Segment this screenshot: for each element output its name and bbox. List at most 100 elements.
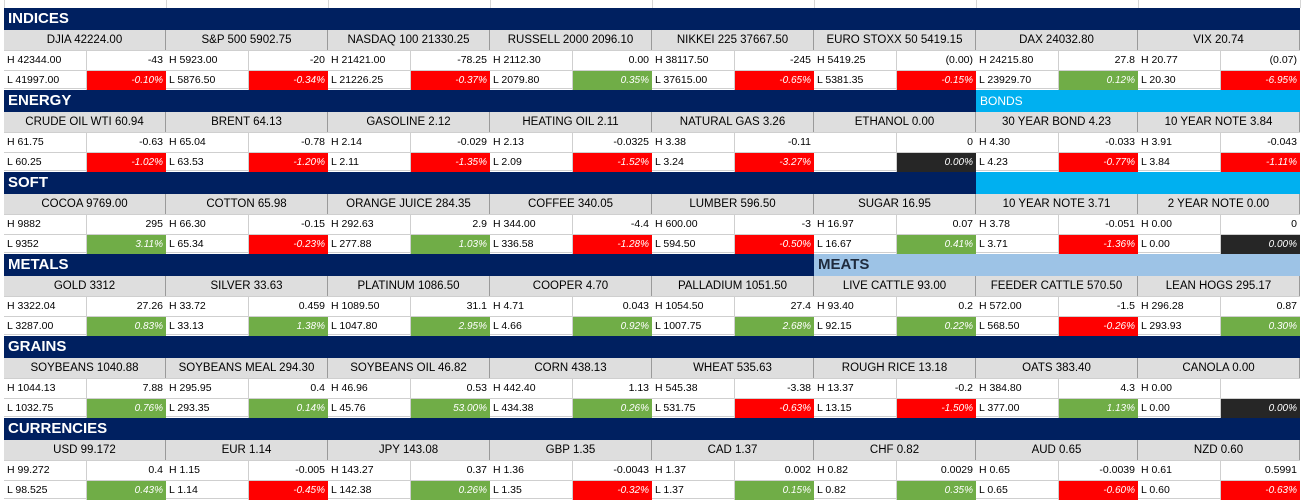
ticker-card[interactable]: OATS 383.40 H 384.80 4.3 L 377.00 1.13% xyxy=(976,358,1138,418)
ticker-card[interactable]: COTTON 65.98 H 66.30 -0.15 L 65.34 -0.23% xyxy=(166,194,328,254)
ticker-card[interactable]: CORN 438.13 H 442.40 1.13 L 434.38 0.26% xyxy=(490,358,652,418)
change-value: 0.4 xyxy=(248,379,328,398)
ticker-card[interactable]: ORANGE JUICE 284.35 H 292.63 2.9 L 277.88 1.… xyxy=(328,194,490,254)
ticker-card[interactable]: LUMBER 596.50 H 600.00 -3 L 594.50 -0.50% xyxy=(652,194,814,254)
ticker-card[interactable]: CANOLA 0.00 H 0.00 L 0.00 0.00% xyxy=(1138,358,1300,418)
ticker-card[interactable]: SUGAR 16.95 H 16.97 0.07 L 16.67 0.41% xyxy=(814,194,976,254)
section-title-soft: SOFT xyxy=(4,172,976,194)
low-value: L 41997.00 xyxy=(7,74,60,86)
ticker-card[interactable]: GBP 1.35 H 1.36 -0.0043 L 1.35 -0.32% xyxy=(490,440,652,500)
ticker-card[interactable]: GASOLINE 2.12 H 2.14 -0.029 L 2.11 -1.35% xyxy=(328,112,490,172)
ticker-card[interactable]: DAX 24032.80 H 24215.80 27.8 L 23929.70 0.12… xyxy=(976,30,1138,90)
ticker-card[interactable]: SOYBEANS MEAL 294.30 H 295.95 0.4 L 293.35 0… xyxy=(166,358,328,418)
ticker-card[interactable]: AUD 0.65 H 0.65 -0.0039 L 0.65 -0.60% xyxy=(976,440,1138,500)
ticker-card[interactable]: SOYBEANS 1040.88 H 1044.13 7.88 L 1032.75 0.… xyxy=(4,358,166,418)
percent-change-badge: 0.14% xyxy=(248,399,328,418)
ticker-card[interactable]: COCOA 9769.00 H 9882 295 L 9352 3.11% xyxy=(4,194,166,254)
high-value: H 3.38 xyxy=(655,136,686,148)
ticker-card[interactable]: SOYBEANS OIL 46.82 H 46.96 0.53 L 45.76 53.0… xyxy=(328,358,490,418)
low-row: L 1032.75 0.76% xyxy=(4,398,166,418)
high-value: H 1044.13 xyxy=(7,382,56,394)
ticker-card[interactable]: BRENT 64.13 H 65.04 -0.78 L 63.53 -1.20% xyxy=(166,112,328,172)
ticker-card[interactable]: VIX 20.74 H 20.77 (0.07) L 20.30 -6.95% xyxy=(1138,30,1300,90)
high-value: H 9882 xyxy=(7,218,41,230)
ticker-card[interactable]: PLATINUM 1086.50 H 1089.50 31.1 L 1047.80 2.… xyxy=(328,276,490,336)
low-row: L 2079.80 0.35% xyxy=(490,70,652,90)
section-title-blank xyxy=(976,172,1300,194)
ticker-row: USD 99.172 H 99.272 0.4 L 98.525 0.43% EUR 1.… xyxy=(4,440,1300,500)
percent-change-badge: -0.26% xyxy=(1058,317,1138,336)
change-value: -0.63 xyxy=(86,133,166,152)
high-row: H 1089.50 31.1 xyxy=(328,296,490,316)
low-value: L 142.38 xyxy=(331,484,372,496)
percent-change-badge: 0.00% xyxy=(896,153,976,172)
high-value: H 600.00 xyxy=(655,218,698,230)
high-row: H 5923.00 -20 xyxy=(166,50,328,70)
low-value: L 13.15 xyxy=(817,402,852,414)
ticker-card[interactable]: 30 YEAR BOND 4.23 H 4.30 -0.033 L 4.23 -0.77… xyxy=(976,112,1138,172)
high-value: H 1.15 xyxy=(169,464,200,476)
ticker-card[interactable]: 2 YEAR NOTE 0.00 H 0.00 0 L 0.00 0.00% xyxy=(1138,194,1300,254)
percent-change-badge: -0.60% xyxy=(1058,481,1138,500)
ticker-card[interactable]: USD 99.172 H 99.272 0.4 L 98.525 0.43% xyxy=(4,440,166,500)
low-value: L 0.00 xyxy=(1141,402,1170,414)
ticker-card[interactable]: NATURAL GAS 3.26 H 3.38 -0.11 L 3.24 -3.27% xyxy=(652,112,814,172)
high-value: H 38117.50 xyxy=(655,54,709,66)
section-header-soft: SOFT xyxy=(4,172,1300,194)
ticker-card[interactable]: EURO STOXX 50 5419.15 H 5419.25 (0.00) L 53… xyxy=(814,30,976,90)
high-row: H 1.36 -0.0043 xyxy=(490,460,652,480)
change-value: 27.4 xyxy=(734,297,814,316)
high-value: H 344.00 xyxy=(493,218,536,230)
ticker-card[interactable]: NZD 0.60 H 0.61 0.5991 L 0.60 -0.63% xyxy=(1138,440,1300,500)
ticker-row: DJIA 42224.00 H 42344.00 -43 L 41997.00 -0.1… xyxy=(4,30,1300,90)
ticker-card[interactable]: FEEDER CATTLE 570.50 H 572.00 -1.5 L 568.50… xyxy=(976,276,1138,336)
ticker-card[interactable]: DJIA 42224.00 H 42344.00 -43 L 41997.00 -0.1… xyxy=(4,30,166,90)
change-value: -0.033 xyxy=(1058,133,1138,152)
ticker-title: NATURAL GAS 3.26 xyxy=(652,112,814,132)
ticker-card[interactable]: CHF 0.82 H 0.82 0.0029 L 0.82 0.35% xyxy=(814,440,976,500)
ticker-card[interactable]: CAD 1.37 H 1.37 0.002 L 1.37 0.15% xyxy=(652,440,814,500)
ticker-card[interactable]: LEAN HOGS 295.17 H 296.28 0.87 L 293.93 0.30… xyxy=(1138,276,1300,336)
ticker-card[interactable]: LIVE CATTLE 93.00 H 93.40 0.2 L 92.15 0.22% xyxy=(814,276,976,336)
high-row: H 65.04 -0.78 xyxy=(166,132,328,152)
ticker-card[interactable]: NASDAQ 100 21330.25 H 21421.00 -78.25 L 212… xyxy=(328,30,490,90)
percent-change-badge: -0.32% xyxy=(572,481,652,500)
ticker-title: CRUDE OIL WTI 60.94 xyxy=(4,112,166,132)
high-value: H 295.95 xyxy=(169,382,212,394)
low-value: L 2.11 xyxy=(331,156,360,168)
grid-line xyxy=(814,0,815,8)
ticker-card[interactable]: ROUGH RICE 13.18 H 13.37 -0.2 L 13.15 -1.50% xyxy=(814,358,976,418)
percent-change-badge: -0.63% xyxy=(734,399,814,418)
percent-change-badge: -0.23% xyxy=(248,235,328,254)
ticker-title: ROUGH RICE 13.18 xyxy=(814,358,976,378)
ticker-card[interactable]: ETHANOL 0.00 0 0.00% xyxy=(814,112,976,172)
high-row: H 143.27 0.37 xyxy=(328,460,490,480)
high-row: H 0.00 0 xyxy=(1138,214,1300,234)
ticker-card[interactable]: PALLADIUM 1051.50 H 1054.50 27.4 L 1007.75 2… xyxy=(652,276,814,336)
ticker-card[interactable]: CRUDE OIL WTI 60.94 H 61.75 -0.63 L 60.25 -1… xyxy=(4,112,166,172)
ticker-card[interactable]: NIKKEI 225 37667.50 H 38117.50 -245 L 37615… xyxy=(652,30,814,90)
high-row: H 1044.13 7.88 xyxy=(4,378,166,398)
percent-change-badge: -0.63% xyxy=(1220,481,1300,500)
ticker-card[interactable]: RUSSELL 2000 2096.10 H 2112.30 0.00 L 2079.… xyxy=(490,30,652,90)
percent-change-badge: 1.38% xyxy=(248,317,328,336)
high-value: H 46.96 xyxy=(331,382,368,394)
low-value: L 92.15 xyxy=(817,320,852,332)
ticker-card[interactable]: EUR 1.14 H 1.15 -0.005 L 1.14 -0.45% xyxy=(166,440,328,500)
low-value: L 2079.80 xyxy=(493,74,540,86)
high-row: 0 xyxy=(814,132,976,152)
ticker-card[interactable]: HEATING OIL 2.11 H 2.13 -0.0325 L 2.09 -1.52… xyxy=(490,112,652,172)
low-value: L 20.30 xyxy=(1141,74,1176,86)
ticker-card[interactable]: 10 YEAR NOTE 3.84 H 3.91 -0.043 L 3.84 -1.11… xyxy=(1138,112,1300,172)
ticker-card[interactable]: GOLD 3312 H 3322.04 27.26 L 3287.00 0.83% xyxy=(4,276,166,336)
ticker-card[interactable]: COOPER 4.70 H 4.71 0.043 L 4.66 0.92% xyxy=(490,276,652,336)
high-row: H 3322.04 27.26 xyxy=(4,296,166,316)
ticker-card[interactable]: S&P 500 5902.75 H 5923.00 -20 L 5876.50 -0.3… xyxy=(166,30,328,90)
ticker-card[interactable]: COFFEE 340.05 H 344.00 -4.4 L 336.58 -1.28% xyxy=(490,194,652,254)
ticker-card[interactable]: WHEAT 535.63 H 545.38 -3.38 L 531.75 -0.63% xyxy=(652,358,814,418)
ticker-card[interactable]: 10 YEAR NOTE 3.71 H 3.78 -0.051 L 3.71 -1.36… xyxy=(976,194,1138,254)
ticker-card[interactable]: JPY 143.08 H 143.27 0.37 L 142.38 0.26% xyxy=(328,440,490,500)
ticker-card[interactable]: SILVER 33.63 H 33.72 0.459 L 33.13 1.38% xyxy=(166,276,328,336)
ticker-title: CAD 1.37 xyxy=(652,440,814,460)
